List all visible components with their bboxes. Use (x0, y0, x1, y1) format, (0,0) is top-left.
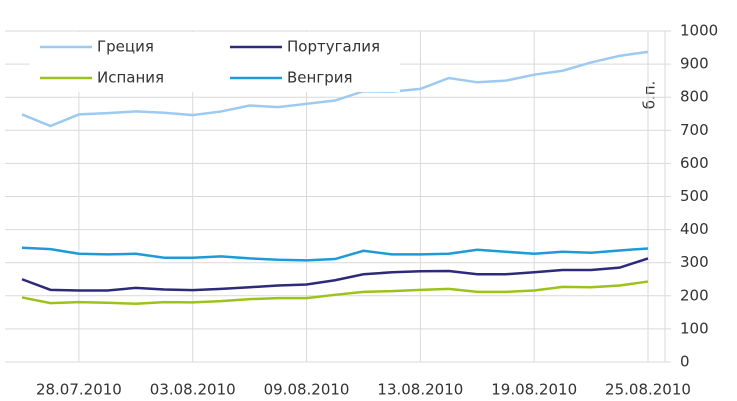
x-tick-label: 25.08.2010 (605, 381, 691, 399)
y-tick-label: 400 (680, 220, 709, 238)
x-tick-label: 19.08.2010 (491, 381, 577, 399)
y-tick-label: 300 (680, 253, 709, 271)
y-tick-label: 800 (680, 88, 709, 106)
series-line (21, 246, 649, 262)
series-line (21, 280, 649, 305)
y-tick-label: 200 (680, 286, 709, 304)
x-tick-label: 28.07.2010 (36, 381, 122, 399)
y-tick-label: 700 (680, 121, 709, 139)
y-tick-label: 900 (680, 55, 709, 73)
x-tick-label: 13.08.2010 (377, 381, 463, 399)
y-tick-label: 0 (680, 353, 690, 371)
legend-box (30, 32, 400, 92)
series-line (21, 50, 649, 128)
series-line (21, 257, 649, 292)
legend-label: Венгрия (287, 69, 353, 87)
legend-label: Португалия (287, 38, 380, 56)
y-axis-label: б.п. (641, 81, 659, 110)
y-tick-label: 100 (680, 319, 709, 337)
y-tick-label: 600 (680, 154, 709, 172)
y-tick-label: 1000 (680, 22, 718, 40)
x-tick-label: 03.08.2010 (150, 381, 236, 399)
legend-label: Испания (97, 69, 164, 87)
legend-label: Греция (97, 38, 154, 56)
x-tick-label: 09.08.2010 (264, 381, 350, 399)
y-tick-label: 500 (680, 187, 709, 205)
